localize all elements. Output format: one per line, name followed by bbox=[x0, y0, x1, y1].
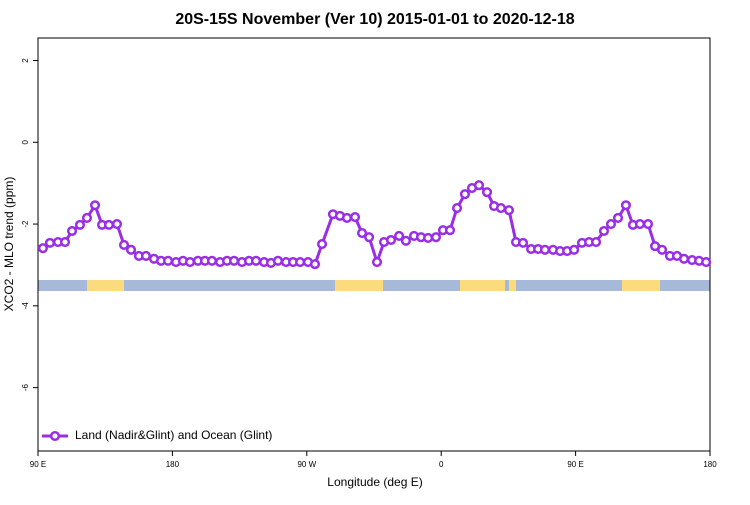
chart-title: 20S-15S November (Ver 10) 2015-01-01 to … bbox=[175, 11, 574, 28]
x-tick-label: 180 bbox=[166, 460, 180, 469]
x-tick-label: 90 W bbox=[297, 460, 316, 469]
plot-frame bbox=[37, 37, 711, 452]
land-band bbox=[622, 280, 660, 291]
x-tick-label: 180 bbox=[703, 460, 717, 469]
point bbox=[591, 236, 602, 248]
point bbox=[74, 219, 86, 230]
point bbox=[394, 230, 405, 241]
x-tick-label: 0 bbox=[439, 460, 444, 469]
point bbox=[642, 219, 654, 230]
point bbox=[341, 212, 353, 223]
point bbox=[473, 180, 485, 191]
point bbox=[250, 255, 262, 266]
point bbox=[612, 212, 624, 223]
point bbox=[81, 212, 93, 223]
point bbox=[459, 189, 470, 200]
point bbox=[598, 225, 610, 237]
point bbox=[103, 219, 114, 230]
point bbox=[444, 225, 456, 236]
legend-label: Land (Nadir&Glint) and Ocean (Glint) bbox=[75, 428, 272, 442]
point bbox=[37, 243, 48, 254]
y-tick-label: -6 bbox=[21, 384, 30, 392]
point bbox=[184, 257, 196, 268]
point bbox=[423, 232, 434, 244]
point bbox=[125, 244, 137, 255]
land-band bbox=[509, 280, 516, 291]
point bbox=[111, 219, 123, 230]
point bbox=[59, 236, 71, 248]
point bbox=[89, 200, 101, 211]
x-tick-label: 90 E bbox=[30, 460, 46, 469]
point bbox=[517, 237, 529, 248]
point bbox=[634, 219, 646, 230]
legend-marker bbox=[49, 430, 61, 442]
point bbox=[605, 219, 617, 230]
point bbox=[657, 244, 668, 255]
point bbox=[44, 237, 55, 248]
point bbox=[364, 232, 375, 243]
y-tick-label: -4 bbox=[21, 302, 30, 310]
y-tick-label: -2 bbox=[21, 220, 30, 228]
point bbox=[451, 203, 463, 214]
y-tick-label: 0 bbox=[21, 139, 30, 144]
x-tick-label: 90 E bbox=[567, 460, 583, 469]
point bbox=[539, 244, 551, 255]
point bbox=[349, 212, 361, 223]
point bbox=[140, 250, 152, 261]
point bbox=[495, 203, 506, 214]
point bbox=[163, 255, 174, 266]
y-axis-label: XCO2 - MLO trend (ppm) bbox=[2, 177, 16, 312]
point bbox=[357, 228, 368, 239]
point bbox=[229, 255, 240, 266]
surface-band bbox=[38, 280, 710, 291]
point bbox=[66, 225, 78, 237]
point bbox=[430, 232, 442, 243]
point bbox=[309, 259, 321, 270]
point bbox=[678, 253, 690, 264]
point bbox=[620, 200, 631, 211]
point bbox=[206, 255, 218, 266]
point bbox=[569, 244, 580, 255]
y-tick-label: 2 bbox=[21, 58, 30, 63]
point bbox=[503, 205, 515, 216]
x-axis-label: Longitude (deg E) bbox=[327, 475, 422, 489]
point bbox=[316, 239, 328, 250]
point bbox=[481, 187, 493, 198]
point bbox=[701, 257, 712, 268]
point bbox=[118, 239, 130, 250]
point bbox=[272, 255, 284, 266]
point bbox=[400, 235, 412, 246]
point bbox=[371, 257, 383, 268]
land-band bbox=[87, 280, 124, 291]
land-band bbox=[460, 280, 505, 291]
land-band bbox=[335, 280, 383, 291]
point bbox=[385, 234, 397, 246]
point bbox=[295, 257, 306, 268]
